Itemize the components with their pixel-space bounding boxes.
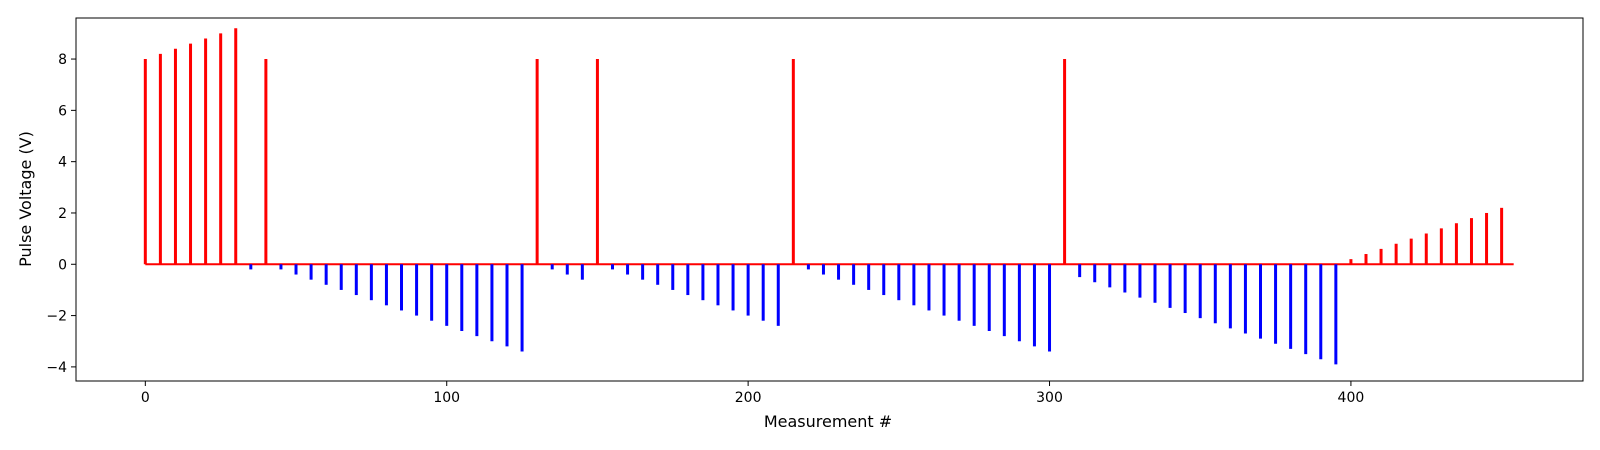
x-tick-label: 200 xyxy=(735,390,762,406)
x-tick-label: 100 xyxy=(433,390,460,406)
y-tick-label: −4 xyxy=(46,360,67,376)
y-tick-label: 0 xyxy=(58,257,67,273)
y-tick-label: 8 xyxy=(58,52,67,68)
x-tick-label: 400 xyxy=(1338,390,1365,406)
y-tick-label: 6 xyxy=(58,103,67,119)
plot-frame xyxy=(75,17,1584,382)
y-tick-label: −2 xyxy=(46,309,67,325)
x-axis-label: Measurement # xyxy=(764,412,892,431)
series-layer xyxy=(143,28,1514,365)
y-axis-label: Pulse Voltage (V) xyxy=(16,131,35,267)
y-tick-label: 2 xyxy=(58,206,67,222)
x-tick-label: 300 xyxy=(1036,390,1063,406)
axes-layer: 0 100 200 300 400 −4 −2 0 2 4 6 8 xyxy=(46,17,1584,406)
y-tick-label: 4 xyxy=(58,155,67,171)
x-tick-label: 0 xyxy=(141,390,150,406)
